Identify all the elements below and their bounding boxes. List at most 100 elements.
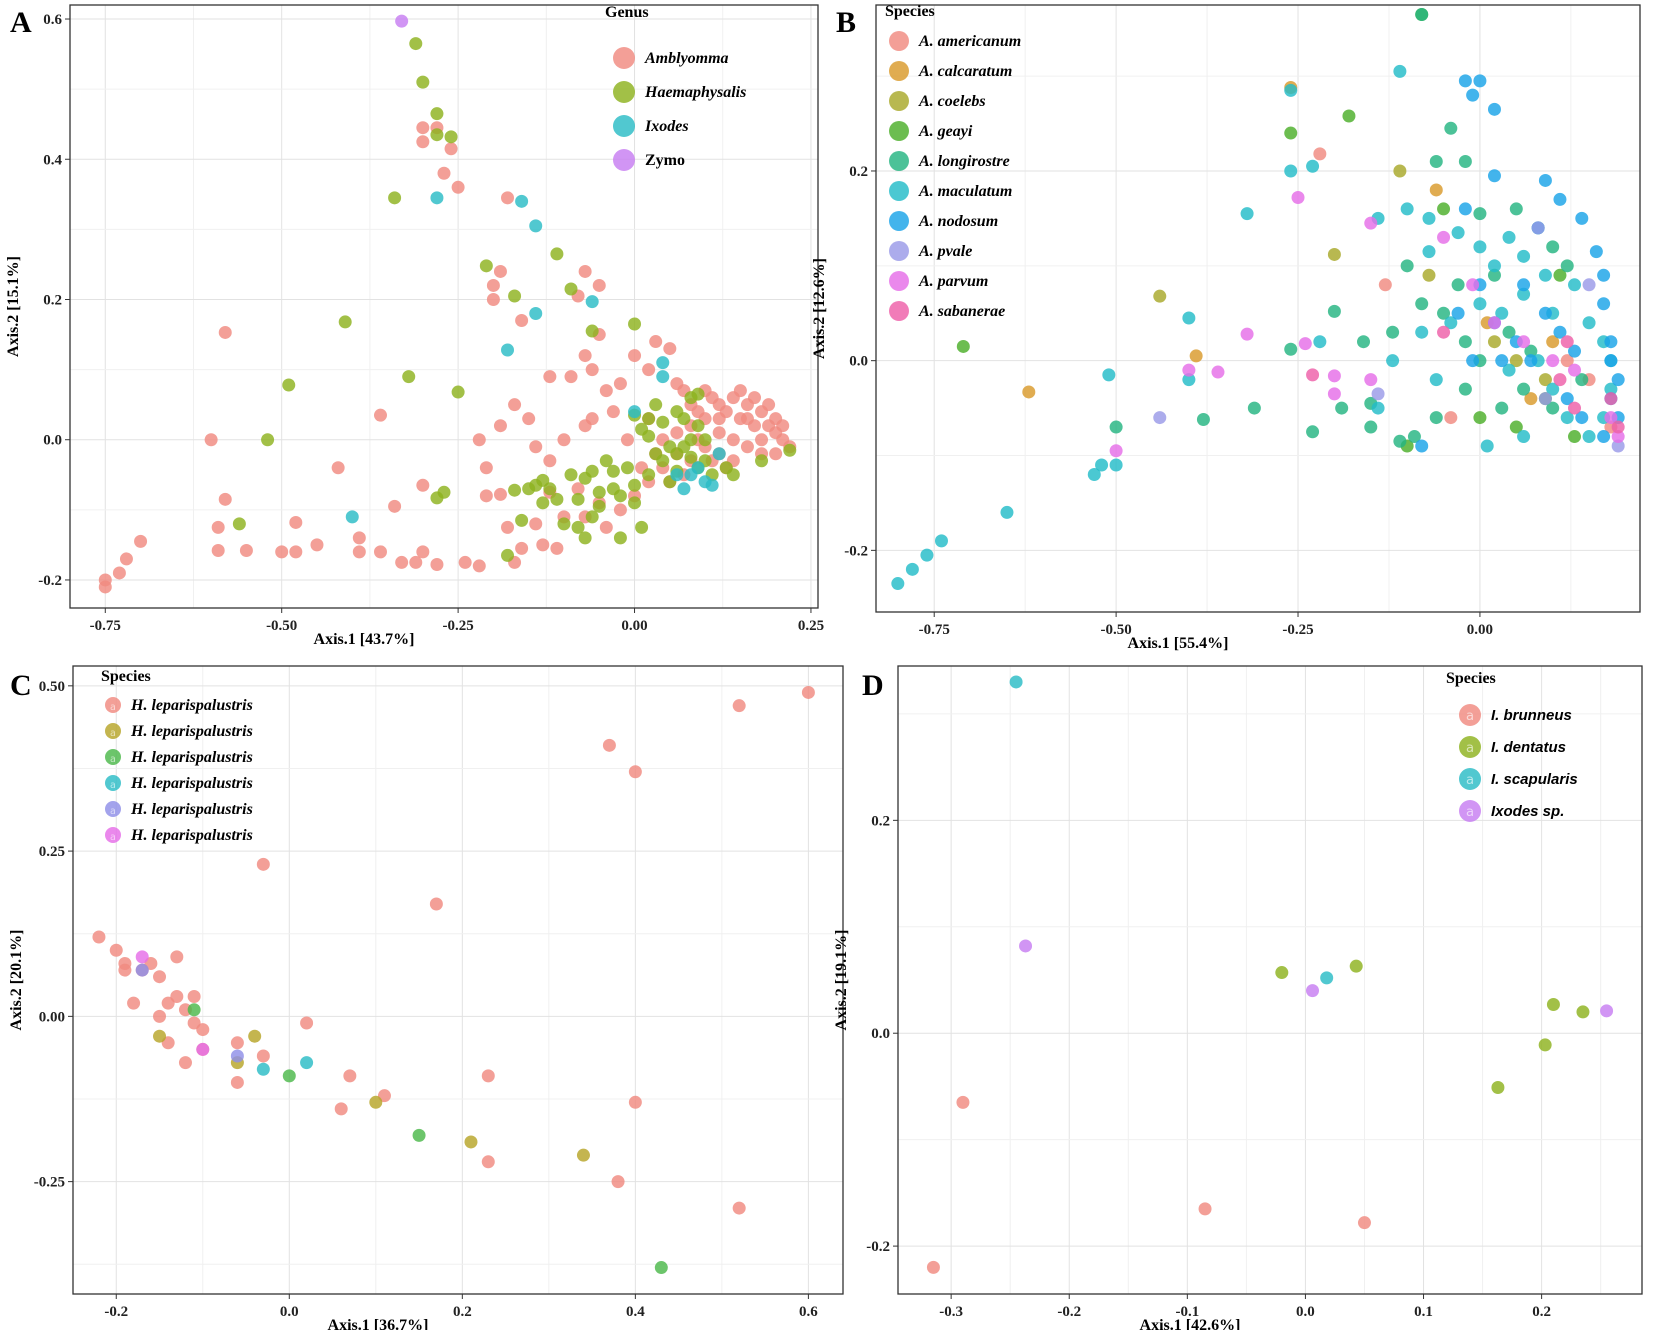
legend-label: I. scapularis bbox=[1491, 771, 1578, 788]
data-point bbox=[1327, 247, 1341, 261]
x-axis-title: Axis.1 [55.4%] bbox=[1128, 635, 1229, 652]
legend-item-a-maculatum: A. maculatum bbox=[889, 181, 1012, 201]
data-point bbox=[1422, 245, 1436, 259]
data-point bbox=[1095, 458, 1109, 472]
y-axis-title: Axis.2 [12.6%] bbox=[811, 258, 828, 359]
data-point bbox=[1538, 1038, 1552, 1052]
data-point bbox=[430, 107, 444, 121]
data-point bbox=[677, 482, 691, 496]
legend-swatch bbox=[889, 241, 909, 261]
data-point bbox=[550, 247, 564, 261]
data-point bbox=[1568, 430, 1582, 444]
x-tick-label: -0.3 bbox=[939, 1304, 963, 1320]
data-point bbox=[1327, 387, 1341, 401]
data-point bbox=[352, 545, 366, 559]
data-point bbox=[649, 335, 663, 349]
x-tick-label: -0.1 bbox=[1175, 1304, 1199, 1320]
legend-title: Species bbox=[1446, 670, 1496, 687]
data-point bbox=[1538, 392, 1552, 406]
data-point bbox=[134, 534, 148, 548]
data-point bbox=[119, 552, 133, 566]
data-point bbox=[1487, 335, 1501, 349]
data-point bbox=[1597, 297, 1611, 311]
data-point bbox=[592, 278, 606, 292]
data-point bbox=[481, 1155, 495, 1169]
data-point bbox=[726, 468, 740, 482]
legend-item-a-americanum: A. americanum bbox=[889, 31, 1021, 51]
series-i-dentatus bbox=[1275, 959, 1590, 1095]
data-point bbox=[334, 1102, 348, 1116]
data-point bbox=[732, 699, 746, 713]
x-tick-label: -0.25 bbox=[1282, 622, 1313, 638]
data-point bbox=[1509, 354, 1523, 368]
data-point bbox=[1546, 354, 1560, 368]
data-point bbox=[508, 289, 522, 303]
data-point bbox=[1611, 430, 1625, 444]
data-point bbox=[1517, 287, 1531, 301]
data-point bbox=[1182, 363, 1196, 377]
data-point bbox=[1466, 354, 1480, 368]
data-point bbox=[1517, 382, 1531, 396]
data-point bbox=[515, 541, 529, 555]
legend: Genus Amblyomma Haemaphysalis Ixodes Zymo bbox=[605, 4, 746, 171]
data-point bbox=[388, 499, 402, 513]
data-point bbox=[1597, 430, 1611, 444]
data-point bbox=[670, 468, 684, 482]
data-point bbox=[1349, 959, 1363, 973]
data-point bbox=[1327, 304, 1341, 318]
x-tick-label: -0.50 bbox=[1100, 622, 1131, 638]
data-point bbox=[1247, 401, 1261, 415]
data-point bbox=[282, 378, 296, 392]
x-tick-label: -0.2 bbox=[1057, 1304, 1081, 1320]
data-point bbox=[1524, 354, 1538, 368]
data-point bbox=[1240, 327, 1254, 341]
data-point bbox=[98, 580, 112, 594]
data-point bbox=[479, 461, 493, 475]
series-haemaphysalis bbox=[232, 37, 797, 562]
data-point bbox=[196, 1042, 210, 1056]
data-point bbox=[1575, 373, 1589, 387]
data-point bbox=[493, 487, 507, 501]
legend-item-haemaphysalis: Haemaphysalis bbox=[613, 81, 746, 103]
gridlines bbox=[73, 666, 843, 1294]
data-point bbox=[613, 531, 627, 545]
legend-swatch-glyph: a bbox=[110, 780, 116, 791]
data-point bbox=[300, 1016, 314, 1030]
y-tick-label: 0.0 bbox=[871, 1026, 890, 1042]
data-point bbox=[1597, 268, 1611, 282]
data-point bbox=[369, 1095, 383, 1109]
data-point bbox=[501, 548, 515, 562]
data-point bbox=[1371, 401, 1385, 415]
legend-item-i-scapularis: a I. scapularis bbox=[1459, 768, 1578, 790]
legend-item-h-leparispalustris: a H. leparispalustris bbox=[105, 827, 253, 844]
data-point bbox=[762, 398, 776, 412]
series-a-sabanerae bbox=[1306, 325, 1625, 434]
data-point bbox=[529, 517, 543, 531]
data-point bbox=[1466, 278, 1480, 292]
panel-letter: A bbox=[10, 6, 32, 39]
data-point bbox=[1153, 411, 1167, 425]
data-point bbox=[1538, 373, 1552, 387]
data-point bbox=[1487, 102, 1501, 116]
data-point bbox=[926, 1260, 940, 1274]
legend-swatch bbox=[613, 115, 635, 137]
data-point bbox=[373, 408, 387, 422]
panels-layer: -0.75 -0.50 -0.25 0.00 0.25 -0.2 0.0 0.2 0.4 0.6 A… bbox=[5, 3, 1643, 1330]
data-point bbox=[412, 1128, 426, 1142]
data-point bbox=[726, 433, 740, 447]
x-tick-label: -0.75 bbox=[919, 622, 950, 638]
series-a-pvale bbox=[1153, 221, 1625, 453]
data-point bbox=[1495, 306, 1509, 320]
data-point bbox=[230, 1036, 244, 1050]
data-point bbox=[1604, 411, 1618, 425]
legend-label: A. longirostre bbox=[918, 153, 1010, 170]
legend-swatch bbox=[613, 81, 635, 103]
legend-item-a-parvum: A. parvum bbox=[889, 271, 988, 291]
data-point bbox=[1415, 325, 1429, 339]
legend-swatch-glyph: a bbox=[1466, 773, 1474, 788]
legend-item-amblyomma: Amblyomma bbox=[613, 47, 729, 69]
gridlines bbox=[898, 666, 1642, 1294]
data-point bbox=[501, 191, 515, 205]
y-tick-label: -0.2 bbox=[866, 1239, 890, 1255]
